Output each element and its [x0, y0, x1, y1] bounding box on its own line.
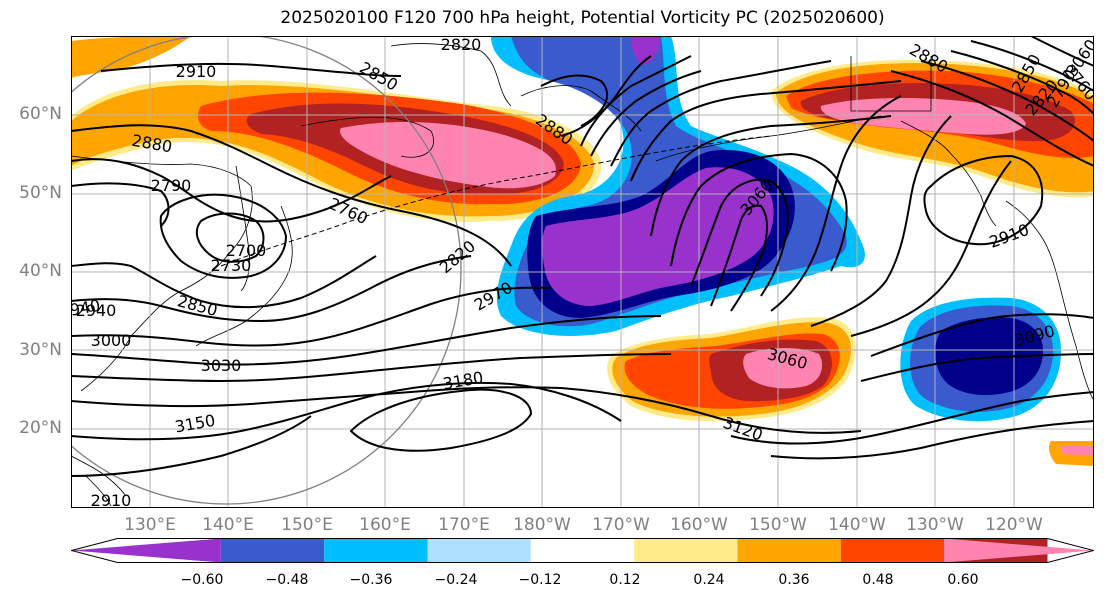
colorbar-cell — [427, 538, 531, 563]
contour-label: 3030 — [201, 356, 242, 375]
range-ring — [71, 36, 462, 505]
colorbar-cell — [324, 538, 428, 563]
colorbar-cell — [944, 538, 1094, 563]
colorbar-cell — [634, 538, 738, 563]
lat-label-20n: 20°N — [19, 418, 62, 438]
colorbar-tick: 0.60 — [947, 572, 979, 588]
contour-label: 2700 — [226, 241, 267, 260]
subtropical-positive-pv — [607, 317, 1094, 466]
contour-label: 2910 — [176, 62, 217, 81]
contour-label: 3000 — [91, 331, 132, 350]
lon-label-130e: 130°E — [124, 515, 176, 535]
lon-label-130w: 130°W — [906, 515, 964, 535]
lon-label-170w: 170°W — [592, 515, 650, 535]
colorbar-tick: 0.48 — [862, 572, 894, 588]
lon-label-160w: 160°W — [670, 515, 728, 535]
contour-label: 2940 — [76, 301, 117, 320]
colorbar-cell — [737, 538, 841, 563]
lat-label-50n: 50°N — [19, 183, 62, 203]
colorbar-tick: −0.48 — [265, 572, 309, 588]
height-contours — [71, 36, 1094, 477]
lon-label-120w: 120°W — [985, 515, 1043, 535]
lon-label-150e: 150°E — [281, 515, 333, 535]
lat-label-60n: 60°N — [19, 104, 62, 124]
lon-label-140w: 140°W — [828, 515, 886, 535]
lon-label-180w: 180°W — [513, 515, 571, 535]
colorbar-tick: 0.12 — [609, 572, 641, 588]
contour-label: 2820 — [441, 36, 482, 54]
lon-label-160e: 160°E — [359, 515, 411, 535]
contour-label: 2910 — [91, 491, 132, 508]
colorbar-tick: 0.24 — [693, 572, 725, 588]
west-pacific-positive-pv — [71, 36, 602, 222]
colorbar-cell — [71, 538, 221, 563]
lon-label-140e: 140°E — [202, 515, 254, 535]
figure-title: 2025020100 F120 700 hPa height, Potentia… — [280, 8, 885, 28]
colorbar-cell — [530, 538, 635, 563]
gridlines — [71, 36, 1094, 508]
map-panel: 2910 2850 2820 2880 2790 2760 2700 2730 … — [71, 36, 1094, 508]
colorbar-tick: −0.12 — [518, 572, 562, 588]
colorbar-cell — [220, 538, 325, 563]
colorbar-cell — [840, 538, 945, 563]
lat-label-30n: 30°N — [19, 340, 62, 360]
colorbar-tick: −0.24 — [434, 572, 478, 588]
dashed-track — [220, 135, 772, 267]
lon-label-170e: 170°E — [438, 515, 490, 535]
lon-label-150w: 150°W — [749, 515, 807, 535]
contour-label: 2730 — [211, 256, 252, 275]
colorbar-tick: 0.36 — [778, 572, 810, 588]
lat-label-40n: 40°N — [19, 261, 62, 281]
colorbar-tick: −0.36 — [349, 572, 393, 588]
contour-label: 2790 — [151, 176, 192, 195]
eastern-pacific-negative-pv — [900, 297, 1061, 422]
colorbar-tick: −0.60 — [180, 572, 224, 588]
colorbar — [71, 538, 1094, 563]
